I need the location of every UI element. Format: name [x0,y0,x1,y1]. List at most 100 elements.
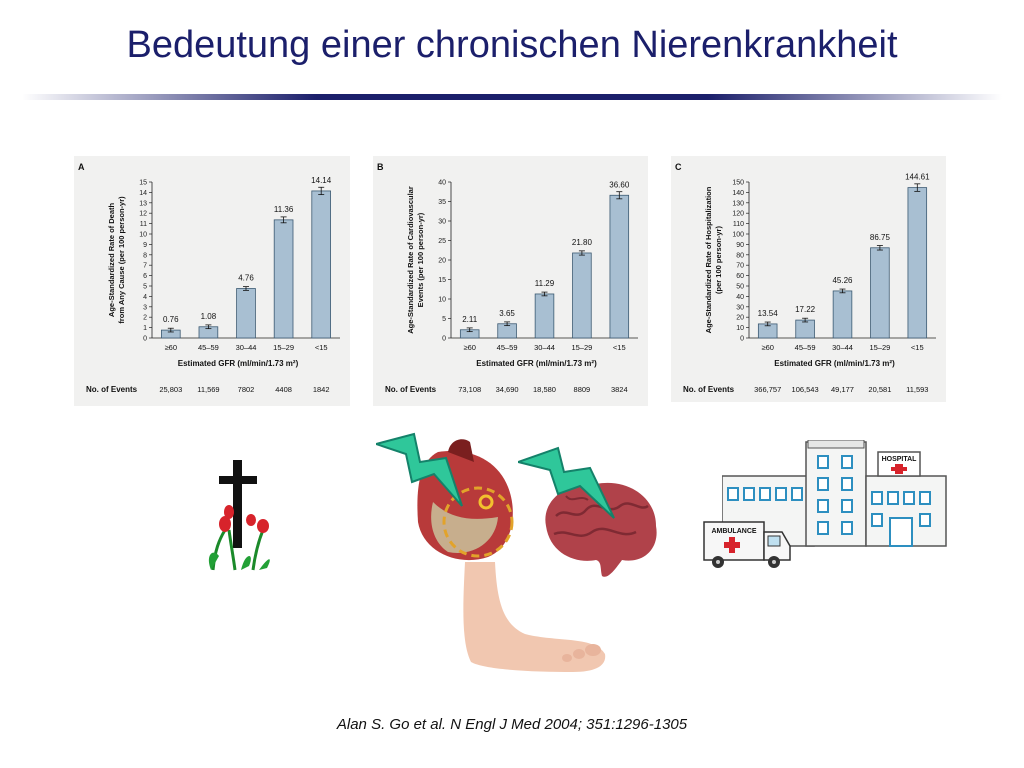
y-tick-label: 35 [438,199,446,206]
slide-title: Bedeutung einer chronischen Nierenkrankh… [126,24,898,66]
citation: Alan S. Go et al. N Engl J Med 2004; 351… [336,716,688,733]
x-tick-label: ≥60 [463,343,475,352]
lightning-icon [376,432,463,507]
chart-panel-a: A Age-Standardized Rate of Death from Any … [74,156,350,406]
data-label: 1.08 [201,312,217,321]
y-tick-label: 5 [143,284,147,291]
y-tick-label: 10 [736,325,744,332]
y-tick-label: 11 [140,221,147,228]
bar [832,290,853,339]
y-tick-label: 40 [736,294,744,301]
data-label: 144.61 [905,173,930,182]
data-label: 14.14 [311,176,332,185]
event-count: 106,543 [792,385,819,394]
y-tick-label: 13 [139,200,147,207]
x-tick-label: <15 [315,343,328,352]
cross-with-tulips-icon [208,460,270,571]
y-tick-label: 110 [733,221,744,228]
data-label: 11.36 [274,205,294,214]
y-tick-label: 9 [143,242,147,249]
data-label: 4.76 [238,273,254,282]
event-count: 25,803 [159,385,182,394]
ambulance-icon: AMBULANCE [703,521,791,568]
bar [311,190,332,339]
event-count: 11,593 [906,385,928,394]
y-tick-label: 90 [736,242,744,249]
chart-panel-c: C Age-Standardized Rate of Hospitalizatio… [671,156,946,402]
y-tick-label: 0 [740,336,744,343]
y-tick-label: 100 [732,232,744,239]
data-label: 17.22 [795,305,816,314]
data-label: 2.11 [462,315,478,324]
x-tick-label: <15 [911,343,924,352]
x-tick-label: 30–44 [832,343,853,352]
x-tick-label: 15–29 [869,343,890,352]
y-tick-label: 3 [143,304,147,311]
event-count: 20,581 [868,385,891,394]
event-count: 8809 [574,385,591,394]
event-count: 7802 [238,385,255,394]
bar [907,187,928,339]
bar [795,319,815,339]
y-tick-label: 30 [736,304,744,311]
y-tick-label: 14 [139,190,147,197]
y-tick-label: 30 [438,219,446,226]
x-axis-label: Estimated GFR (ml/min/1.73 m²) [476,359,597,368]
data-label: 11.29 [535,279,555,288]
y-tick-label: 7 [143,263,147,270]
y-tick-label: 20 [736,315,744,322]
hospital-icon: HOSPITAL [722,440,947,547]
hospital-sign: HOSPITAL [882,456,918,463]
y-tick-label: 5 [442,316,446,323]
ambulance-sign: AMBULANCE [711,528,756,535]
y-tick-label: 15 [438,277,446,284]
x-tick-label: 45–59 [795,343,816,352]
x-tick-label: 15–29 [571,343,592,352]
y-tick-label: 8 [143,252,147,259]
event-count: 366,757 [754,385,781,394]
y-tick-label: 140 [732,190,744,197]
y-tick-label: 0 [442,336,446,343]
y-tick-label: 120 [732,211,744,218]
y-tick-label: 40 [438,180,446,187]
y-tick-label: 50 [736,284,744,291]
x-tick-label: 30–44 [534,343,555,352]
x-tick-label: 45–59 [497,343,518,352]
panel-label: A [78,162,85,172]
events-row-label: No. of Events [683,385,735,394]
y-tick-label: 15 [139,180,147,187]
event-count: 18,580 [533,385,556,394]
event-count: 3824 [611,385,628,394]
event-count: 1842 [313,385,330,394]
title-divider [22,94,1002,100]
y-axis-label: Age-Standardized Rate of Death [107,202,116,317]
chart-a: A Age-Standardized Rate of Death from Any … [78,162,340,394]
x-axis-label: Estimated GFR (ml/min/1.73 m²) [178,359,299,368]
y-tick-label: 2 [143,315,147,322]
event-count: 34,690 [496,385,519,394]
data-label: 45.26 [832,276,853,285]
panel-label: B [377,162,384,172]
y-axis-label: from Any Cause (per 100 person-yr) [117,196,126,324]
x-tick-label: 30–44 [236,343,257,352]
data-label: 86.75 [870,233,891,242]
y-tick-label: 80 [736,252,744,259]
events-row-label: No. of Events [385,385,437,394]
y-tick-label: 70 [736,263,744,270]
y-tick-label: 1 [143,325,147,332]
x-axis-label: Estimated GFR (ml/min/1.73 m²) [774,359,895,368]
data-label: 36.60 [609,180,630,189]
foot-icon [463,562,606,672]
event-count: 11,569 [197,385,219,394]
bar [870,247,890,339]
event-count: 4408 [275,385,292,394]
y-axis-label: Events (per 100 person-yr) [416,212,425,307]
events-row-label: No. of Events [86,385,138,394]
chart-panel-b: B Age-Standardized Rate of Cardiovascular… [373,156,648,406]
y-tick-label: 4 [143,294,147,301]
y-tick-label: 10 [139,232,147,239]
y-tick-label: 25 [438,238,446,245]
x-tick-label: 45–59 [198,343,219,352]
y-axis-label: Age-Standardized Rate of Cardiovascular [406,186,415,334]
bar [236,288,256,339]
